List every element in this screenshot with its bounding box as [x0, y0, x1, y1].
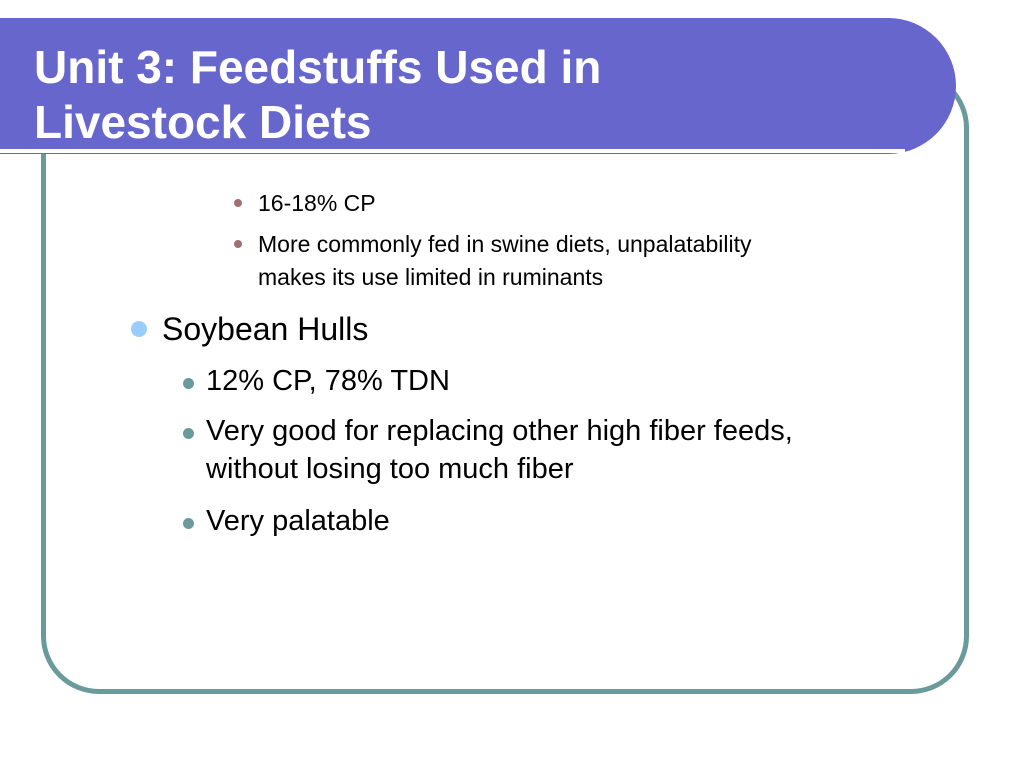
content-frame — [41, 70, 969, 694]
bullet-palatable: Very palatable — [206, 505, 390, 537]
bullet-dot-level1 — [131, 321, 147, 337]
bullet-swine-diets-line-1: More commonly fed in swine diets, unpala… — [258, 231, 752, 257]
bullet-high-fiber-line-1: Very good for replacing other high fiber… — [206, 415, 793, 447]
bullet-dot-level2 — [183, 518, 194, 529]
bullet-cp-range: 16-18% CP — [258, 190, 376, 216]
title-underline — [0, 149, 905, 153]
bullet-dot-level2 — [183, 378, 194, 389]
bullet-swine-diets-line-2: makes its use limited in ruminants — [258, 264, 604, 290]
bullet-dot-level3 — [234, 199, 242, 207]
bullet-cp-tdn: 12% CP, 78% TDN — [206, 365, 450, 397]
bullet-swine-diets: More commonly fed in swine diets, unpala… — [258, 228, 751, 294]
slide-title-line-1: Unit 3: Feedstuffs Used in — [34, 41, 602, 93]
slide-title-line-2: Livestock Diets — [34, 96, 372, 148]
slide-title: Unit 3: Feedstuffs Used in Livestock Die… — [34, 40, 601, 150]
bullet-high-fiber: Very good for replacing other high fiber… — [206, 412, 793, 488]
bullet-dot-level2 — [183, 428, 194, 439]
bullet-high-fiber-line-2: without losing too much fiber — [206, 453, 574, 485]
heading-soybean-hulls: Soybean Hulls — [162, 311, 369, 347]
title-bar: Unit 3: Feedstuffs Used in Livestock Die… — [0, 18, 956, 154]
bullet-dot-level3 — [234, 240, 242, 248]
